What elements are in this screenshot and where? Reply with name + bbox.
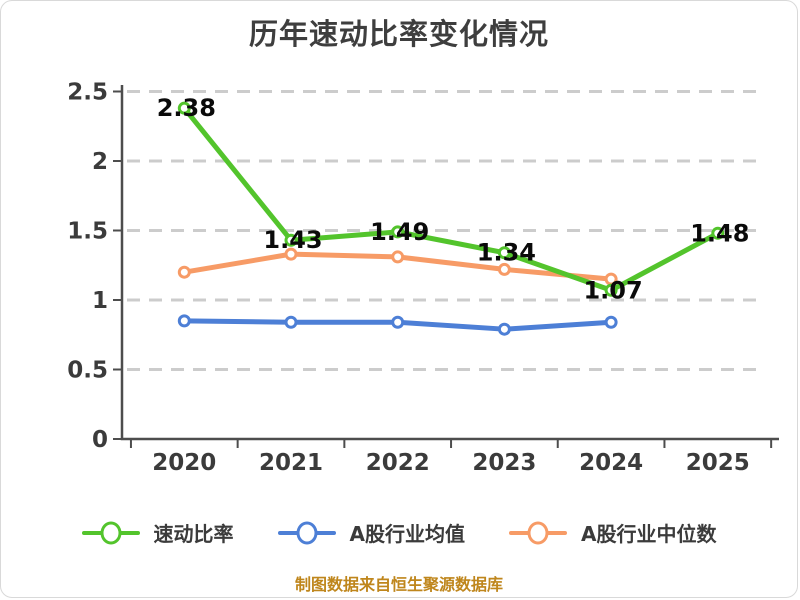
legend-item-industry-mean: A股行业均值 bbox=[277, 518, 465, 547]
legend-item-quick-ratio: 速动比率 bbox=[81, 518, 234, 547]
svg-text:1.48: 1.48 bbox=[690, 219, 749, 247]
svg-text:2022: 2022 bbox=[366, 450, 430, 476]
svg-text:1.5: 1.5 bbox=[67, 219, 108, 245]
svg-text:1: 1 bbox=[92, 288, 108, 314]
svg-text:1.43: 1.43 bbox=[263, 226, 322, 254]
legend-label: A股行业中位数 bbox=[581, 522, 717, 546]
svg-text:0: 0 bbox=[92, 427, 108, 453]
legend: 速动比率 A股行业均值 A股行业中位数 bbox=[1, 518, 797, 547]
legend-label: 速动比率 bbox=[153, 522, 234, 546]
legend-marker-orange-icon bbox=[509, 521, 567, 545]
svg-text:2025: 2025 bbox=[686, 450, 750, 476]
svg-text:1.34: 1.34 bbox=[477, 239, 536, 267]
chart-title: 历年速动比率变化情况 bbox=[248, 17, 549, 51]
svg-text:0.5: 0.5 bbox=[67, 358, 108, 384]
line-chart: 0 0.5 1 1.5 2 2.5 2020 2021 2022 2023 2024 2025 2.38… bbox=[67, 80, 779, 476]
svg-text:2.38: 2.38 bbox=[157, 94, 216, 122]
legend-label: A股行业均值 bbox=[349, 522, 465, 546]
svg-text:2020: 2020 bbox=[152, 450, 216, 476]
legend-item-industry-median: A股行业中位数 bbox=[509, 518, 716, 547]
data-source-credit: 制图数据来自恒生聚源数据库 bbox=[294, 575, 503, 594]
svg-text:2024: 2024 bbox=[579, 450, 643, 476]
svg-text:1.49: 1.49 bbox=[370, 218, 429, 246]
svg-text:2021: 2021 bbox=[259, 450, 323, 476]
svg-text:2.5: 2.5 bbox=[67, 80, 108, 106]
svg-text:2023: 2023 bbox=[472, 450, 536, 476]
svg-text:1.07: 1.07 bbox=[583, 276, 642, 304]
svg-text:2: 2 bbox=[92, 149, 108, 175]
legend-marker-green-icon bbox=[81, 521, 140, 545]
legend-marker-blue-icon bbox=[277, 521, 336, 545]
